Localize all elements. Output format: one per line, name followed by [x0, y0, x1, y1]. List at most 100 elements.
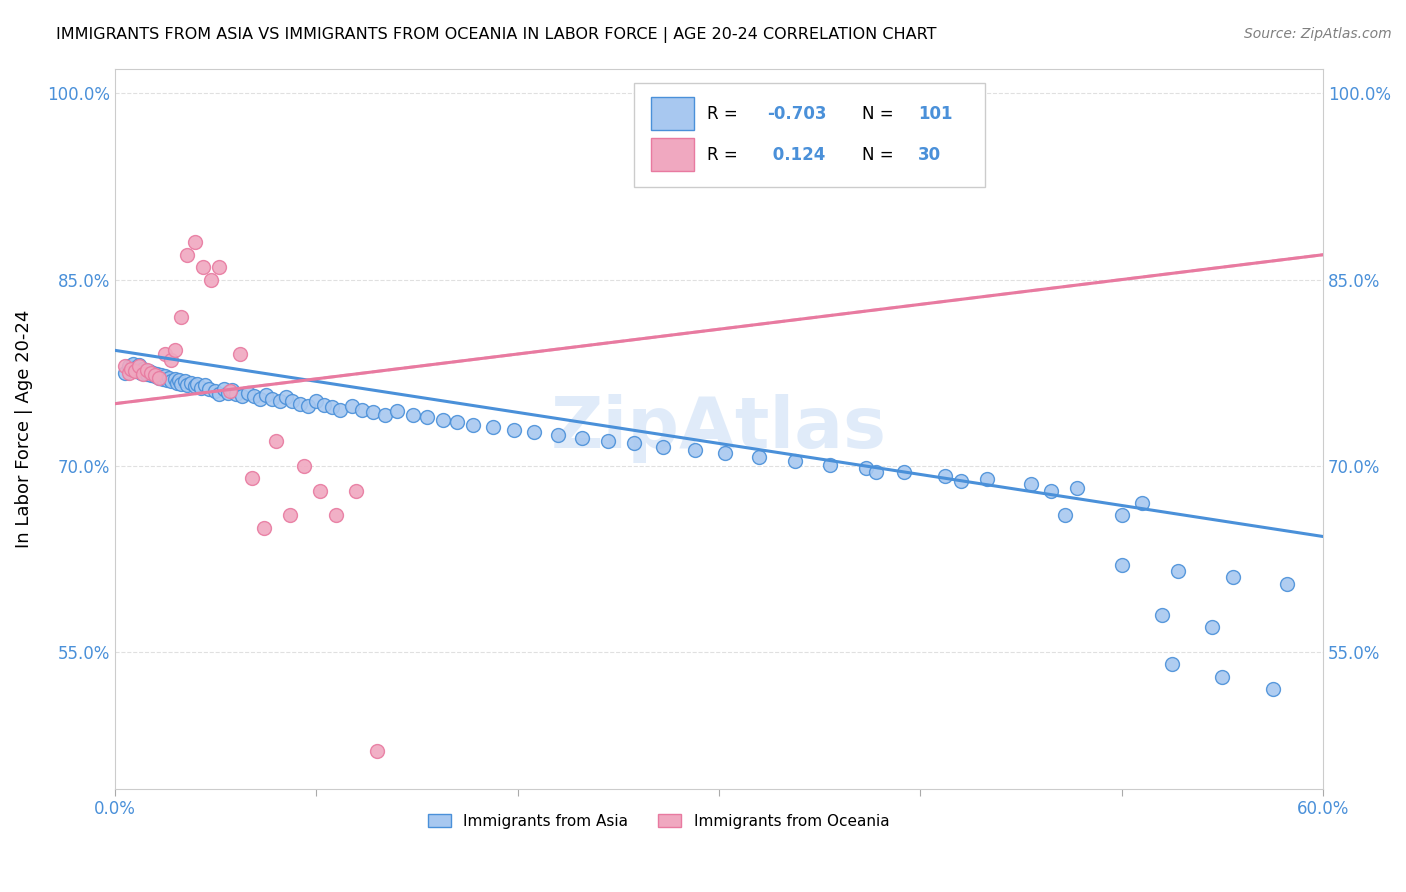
Point: [1211, 670, 1233, 684]
Point: [865, 465, 887, 479]
Point: [1275, 576, 1298, 591]
Point: [893, 465, 915, 479]
Point: [325, 508, 347, 523]
Point: [463, 417, 485, 432]
Point: [160, 375, 183, 389]
Point: [314, 398, 336, 412]
Point: [136, 363, 159, 377]
Point: [361, 405, 384, 419]
Point: [855, 461, 877, 475]
Point: [523, 425, 546, 440]
Point: [128, 359, 150, 374]
Text: N =: N =: [862, 146, 898, 164]
Point: [208, 386, 231, 401]
Point: [124, 360, 146, 375]
Point: [204, 384, 226, 399]
Text: 30: 30: [918, 146, 942, 164]
Point: [1150, 607, 1173, 622]
Point: [157, 370, 180, 384]
Point: [225, 386, 247, 401]
Point: [249, 392, 271, 406]
Point: [120, 362, 142, 376]
Point: [1161, 657, 1184, 672]
Point: [292, 458, 315, 473]
FancyBboxPatch shape: [634, 83, 984, 187]
Point: [321, 401, 343, 415]
Point: [785, 454, 807, 468]
Point: [176, 378, 198, 392]
Point: [598, 434, 620, 448]
Point: [120, 362, 142, 376]
Point: [125, 363, 148, 377]
Point: [1167, 564, 1189, 578]
Point: [240, 471, 263, 485]
Point: [934, 468, 956, 483]
Point: [198, 382, 221, 396]
Point: [236, 385, 259, 400]
FancyBboxPatch shape: [651, 137, 693, 171]
Y-axis label: In Labor Force | Age 20-24: In Labor Force | Age 20-24: [15, 310, 32, 548]
Point: [176, 248, 198, 262]
Point: [129, 366, 152, 380]
Point: [1130, 496, 1153, 510]
Point: [366, 744, 388, 758]
Point: [1261, 682, 1284, 697]
Point: [114, 366, 136, 380]
Point: [1066, 481, 1088, 495]
Point: [194, 378, 217, 392]
Point: [134, 364, 156, 378]
Point: [138, 364, 160, 378]
Point: [416, 410, 439, 425]
Point: [136, 367, 159, 381]
Point: [153, 369, 176, 384]
Point: [274, 391, 297, 405]
Point: [139, 368, 162, 383]
Point: [221, 383, 243, 397]
Point: [281, 394, 304, 409]
Point: [190, 380, 212, 394]
Point: [242, 389, 264, 403]
Point: [309, 483, 332, 498]
Point: [329, 403, 352, 417]
Text: N =: N =: [862, 105, 898, 123]
Point: [122, 357, 145, 371]
Point: [208, 260, 231, 274]
Point: [143, 368, 166, 383]
Point: [150, 368, 173, 383]
Point: [218, 384, 240, 399]
FancyBboxPatch shape: [651, 96, 693, 130]
Point: [818, 458, 841, 472]
Point: [165, 343, 187, 358]
Point: [1019, 477, 1042, 491]
Point: [217, 385, 239, 400]
Text: R =: R =: [707, 105, 742, 123]
Point: [184, 235, 207, 250]
Text: -0.703: -0.703: [768, 105, 827, 123]
Point: [170, 310, 193, 324]
Point: [1054, 508, 1077, 523]
Point: [148, 370, 170, 384]
Point: [212, 382, 235, 396]
Point: [193, 260, 215, 274]
Point: [748, 450, 770, 464]
Point: [305, 394, 328, 409]
Point: [118, 366, 141, 380]
Point: [547, 427, 569, 442]
Point: [288, 397, 311, 411]
Point: [1201, 620, 1223, 634]
Point: [166, 376, 188, 390]
Point: [260, 392, 283, 406]
Point: [346, 483, 368, 498]
Legend: Immigrants from Asia, Immigrants from Oceania: Immigrants from Asia, Immigrants from Oc…: [422, 807, 896, 835]
Point: [402, 408, 425, 422]
Point: [118, 359, 141, 374]
Point: [184, 379, 207, 393]
Point: [254, 388, 277, 402]
Point: [651, 440, 673, 454]
Point: [139, 366, 162, 380]
Text: IMMIGRANTS FROM ASIA VS IMMIGRANTS FROM OCEANIA IN LABOR FORCE | AGE 20-24 CORRE: IMMIGRANTS FROM ASIA VS IMMIGRANTS FROM …: [56, 27, 936, 43]
Point: [683, 442, 706, 457]
Point: [714, 446, 737, 460]
Point: [124, 364, 146, 378]
Point: [148, 370, 170, 384]
